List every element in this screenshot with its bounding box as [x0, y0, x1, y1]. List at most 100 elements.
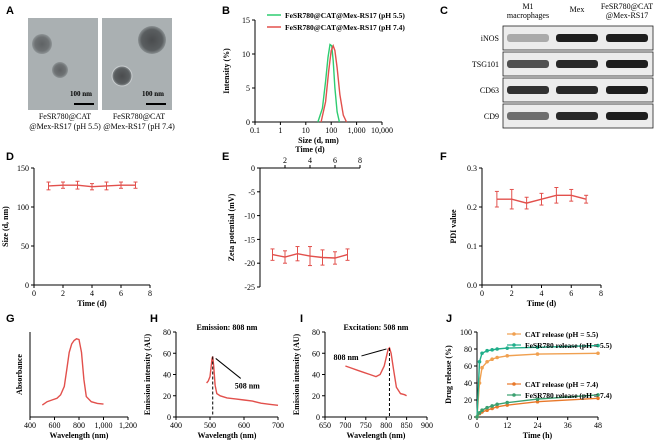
y-tick-label-e-4: -5 [248, 188, 255, 197]
x-tick-label-h-3: 700 [272, 421, 284, 430]
blot-band-0-2 [606, 34, 648, 42]
y-tick-label-h-2: 40 [163, 371, 171, 380]
series-line-b-1 [320, 43, 348, 123]
annotation-label-h: 508 nm [235, 381, 260, 390]
panel-letter-b: B [222, 5, 230, 17]
blot-band-1-2 [606, 60, 648, 68]
x-tick-label-f-1: 2 [510, 289, 514, 298]
scale-label-ph74: 100 nm [142, 90, 164, 98]
y-tick-label-i-0: 0 [316, 413, 320, 422]
tem-caption-ph74: FeSR780@CAT @Mex-RS17 (pH 7.4) [100, 112, 178, 132]
data-point-j-3-7 [535, 397, 540, 401]
data-point-j-2-4 [490, 406, 494, 411]
x-tick-label-e-1: 4 [308, 156, 312, 165]
x-tick-label-h-1: 500 [204, 421, 216, 430]
tem-caption-ph55-line2: @Mex-RS17 (pH 5.5) [29, 122, 101, 131]
panel-letter-d: D [6, 151, 14, 163]
data-point-j-3-8 [596, 393, 600, 397]
data-point-j-2-8 [596, 396, 600, 401]
blot-row-label-1: TSG101 [472, 60, 499, 69]
data-point-j-0-3 [485, 359, 489, 364]
data-point-j-1-2 [480, 351, 484, 356]
y-tick-label-i-4: 80 [312, 328, 320, 337]
data-point-j-3-1 [477, 410, 482, 415]
y-tick-label-h-4: 80 [163, 328, 171, 337]
x-tick-label-g-3: 1,000 [95, 421, 113, 430]
blot-band-3-0 [507, 112, 549, 120]
x-tick-label-i-1: 700 [339, 421, 351, 430]
blot-row-label-2: CD63 [480, 86, 499, 95]
chart-j: 0 12 24 36 48 0 20 40 60 80 100 Time (h) Drug releas… [444, 328, 612, 440]
particle-2 [52, 62, 68, 78]
panel-letter-e: E [222, 151, 229, 163]
data-point-j-2-7 [535, 399, 540, 404]
data-point-j-1-3 [485, 348, 489, 353]
y-tick-label-j-0: 0 [468, 413, 472, 422]
data-point-j-0-2 [480, 365, 484, 370]
panel-letter-c: C [440, 5, 448, 17]
x-axis-label-j: Time (h) [523, 431, 553, 440]
x-tick-label-b-2: 10 [302, 126, 310, 135]
x-axis-label-h: Wavelength (nm) [198, 431, 257, 440]
blot-band-2-1 [556, 86, 598, 94]
blot-column-header-2-0: FeSR780@CAT [601, 2, 653, 11]
y-tick-label-h-3: 60 [163, 349, 171, 358]
data-point-j-0-5 [495, 355, 499, 360]
y-tick-label-j-5: 100 [460, 328, 472, 337]
data-point-j-0-8 [596, 351, 600, 356]
tem-caption-ph74-line2: @Mex-RS17 (pH 7.4) [103, 122, 175, 131]
tem-caption-ph55: FeSR780@CAT @Mex-RS17 (pH 5.5) [28, 112, 102, 132]
x-tick-label-b-4: 1,000 [348, 126, 366, 135]
y-tick-label-i-1: 20 [312, 392, 320, 401]
y-tick-label-b-2: 10 [242, 50, 250, 59]
blot-band-3-2 [606, 112, 648, 120]
y-axis-label-j: Drug release (%) [444, 345, 453, 404]
legend-label-b-1: FeSR780@CAT@Mex-RS17 (pH 7.4) [285, 23, 405, 32]
data-point-j-0-7 [535, 352, 540, 356]
data-point-j-1-8 [596, 343, 600, 348]
y-tick-label-e-5: 0 [251, 164, 255, 173]
x-tick-label-g-2: 800 [73, 421, 85, 430]
y-tick-label-h-0: 0 [167, 413, 171, 422]
y-axis-label-h: Emission intensity (AU) [143, 333, 152, 415]
x-tick-label-g-4: 1,200 [119, 421, 137, 430]
y-axis-label-d: Size (d, nm) [1, 206, 10, 247]
particle-4 [111, 65, 133, 87]
panel-letter-h: H [150, 313, 158, 325]
y-axis-label-i: Emission intensity (AU) [292, 333, 301, 415]
legend-label-j-1: FeSR780 release (pH = 5.5) [525, 341, 612, 350]
annotation-label-i: 808 nm [333, 353, 358, 362]
blot-column-header-0-0: M1 [522, 2, 533, 11]
y-tick-label-f-3: 0.3 [467, 164, 477, 173]
x-tick-label-f-3: 6 [569, 289, 573, 298]
data-point-j-0-4 [490, 357, 494, 362]
data-point-j-2-3 [485, 408, 489, 413]
chart-b: 0.1 1 10 100 1,000 10,000 0 5 10 15 Size (d, nm) In… [222, 11, 405, 145]
y-axis-label-e: Zeta potential (mV) [227, 193, 236, 261]
legend-marker-j-1 [512, 343, 516, 347]
y-axis-label-g: Absorbance [15, 354, 24, 395]
panel-letter-i: I [300, 313, 303, 325]
x-tick-label-f-2: 4 [540, 289, 544, 298]
blot-column-header-1-0: Mex [570, 5, 585, 14]
y-tick-label-f-0: 0.0 [467, 281, 477, 290]
y-tick-label-d-2: 100 [17, 203, 29, 212]
data-point-j-1-5 [495, 347, 499, 351]
tem-image-ph55: 100 nm [28, 18, 98, 110]
series-line-b-0 [317, 43, 341, 123]
legend-marker-j-2 [512, 382, 516, 386]
annotation-arrow-i [361, 348, 387, 357]
legend-label-j-2: CAT release (pH = 7.4) [525, 380, 599, 389]
y-tick-label-h-1: 20 [163, 392, 171, 401]
y-tick-label-e-1: -20 [244, 259, 255, 268]
y-tick-label-e-0: -25 [244, 283, 255, 292]
y-tick-label-j-4: 80 [464, 345, 472, 354]
legend-marker-j-3 [512, 393, 516, 397]
scale-label-ph55: 100 nm [70, 90, 92, 98]
x-tick-label-d-4: 8 [148, 289, 152, 298]
annotation-arrow-h [215, 358, 242, 379]
data-point-j-2-5 [495, 405, 499, 409]
legend-label-j-3: FeSR780 release (pH = 7.4) [525, 391, 612, 400]
y-tick-label-d-3: 150 [17, 164, 29, 173]
